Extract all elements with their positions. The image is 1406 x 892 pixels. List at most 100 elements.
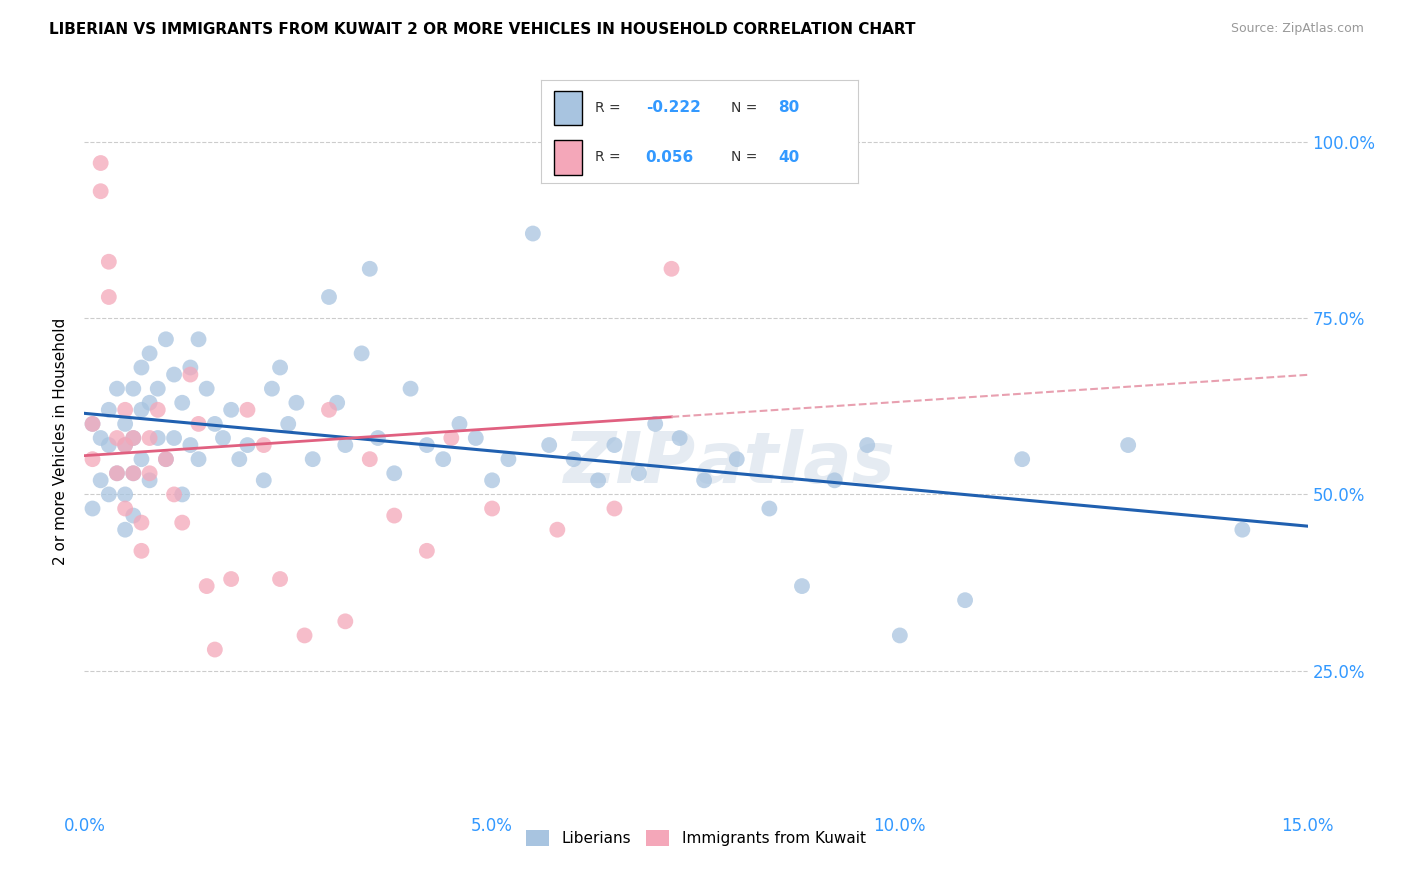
Point xyxy=(195,382,218,396)
Point xyxy=(498,452,520,467)
Point xyxy=(179,438,201,452)
Point xyxy=(269,572,291,586)
Point xyxy=(335,615,357,629)
Point xyxy=(586,473,609,487)
Point xyxy=(155,332,177,346)
Point xyxy=(131,452,153,467)
Point xyxy=(382,467,405,481)
Point xyxy=(82,501,104,516)
Point xyxy=(562,452,585,467)
Point xyxy=(122,431,145,445)
Point xyxy=(90,184,112,198)
Point xyxy=(301,452,323,467)
Point xyxy=(138,396,160,410)
Point xyxy=(416,438,439,452)
Point xyxy=(603,501,626,516)
Point xyxy=(236,402,259,417)
Point xyxy=(359,261,381,276)
Point xyxy=(603,438,626,452)
Point xyxy=(114,438,136,452)
Point xyxy=(105,431,128,445)
Point xyxy=(179,368,201,382)
Point xyxy=(146,431,169,445)
Point xyxy=(661,261,683,276)
Point xyxy=(138,431,160,445)
Point xyxy=(889,628,911,642)
Point xyxy=(693,473,716,487)
Text: LIBERIAN VS IMMIGRANTS FROM KUWAIT 2 OR MORE VEHICLES IN HOUSEHOLD CORRELATION C: LIBERIAN VS IMMIGRANTS FROM KUWAIT 2 OR … xyxy=(49,22,915,37)
Point xyxy=(627,467,650,481)
Point xyxy=(163,487,186,501)
Point xyxy=(122,467,145,481)
Point xyxy=(464,431,486,445)
Point xyxy=(359,452,381,467)
Point xyxy=(449,417,471,431)
FancyBboxPatch shape xyxy=(554,140,582,175)
Point xyxy=(856,438,879,452)
Point xyxy=(481,473,503,487)
Point xyxy=(219,572,242,586)
Point xyxy=(155,452,177,467)
Point xyxy=(318,402,340,417)
Point xyxy=(105,467,128,481)
Point xyxy=(138,346,160,360)
Point xyxy=(953,593,976,607)
Point xyxy=(790,579,813,593)
Legend: Liberians, Immigrants from Kuwait: Liberians, Immigrants from Kuwait xyxy=(520,824,872,852)
Point xyxy=(131,360,153,375)
Point xyxy=(146,402,169,417)
Point xyxy=(440,431,463,445)
Point xyxy=(219,402,242,417)
Point xyxy=(416,544,439,558)
Point xyxy=(114,402,136,417)
Point xyxy=(97,487,120,501)
Point xyxy=(82,417,104,431)
Text: Source: ZipAtlas.com: Source: ZipAtlas.com xyxy=(1230,22,1364,36)
Point xyxy=(172,487,194,501)
Point xyxy=(187,332,209,346)
Point xyxy=(114,417,136,431)
Point xyxy=(644,417,666,431)
Point xyxy=(114,523,136,537)
Point xyxy=(146,382,169,396)
Text: 80: 80 xyxy=(779,101,800,115)
Point xyxy=(212,431,235,445)
Point xyxy=(187,417,209,431)
Point xyxy=(350,346,373,360)
Point xyxy=(668,431,690,445)
Point xyxy=(195,579,218,593)
Point xyxy=(138,467,160,481)
Point xyxy=(122,382,145,396)
Point xyxy=(82,417,104,431)
Point xyxy=(522,227,544,241)
Point xyxy=(546,523,568,537)
Point xyxy=(269,360,291,375)
Point xyxy=(114,501,136,516)
Point xyxy=(253,473,276,487)
Point xyxy=(97,402,120,417)
Point xyxy=(131,402,153,417)
Point xyxy=(114,438,136,452)
Point xyxy=(236,438,259,452)
Text: R =: R = xyxy=(595,150,626,164)
Point xyxy=(105,467,128,481)
Point xyxy=(172,516,194,530)
Point xyxy=(131,544,153,558)
Point xyxy=(97,438,120,452)
Point xyxy=(97,290,120,304)
Point xyxy=(90,431,112,445)
Point xyxy=(97,254,120,268)
Text: N =: N = xyxy=(731,150,762,164)
Point xyxy=(122,431,145,445)
Point xyxy=(538,438,561,452)
Point xyxy=(725,452,748,467)
Point xyxy=(114,487,136,501)
Point xyxy=(172,396,194,410)
Point xyxy=(204,642,226,657)
Point xyxy=(758,501,780,516)
Point xyxy=(179,360,201,375)
Point xyxy=(82,452,104,467)
Point xyxy=(824,473,846,487)
Point xyxy=(90,156,112,170)
Point xyxy=(163,431,186,445)
